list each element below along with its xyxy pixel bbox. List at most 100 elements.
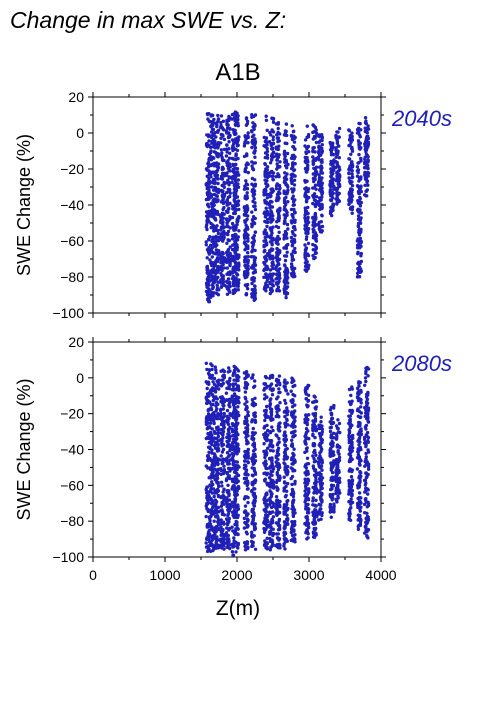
data-point — [206, 421, 210, 425]
data-point — [277, 429, 281, 433]
data-point — [235, 452, 239, 456]
data-point — [275, 410, 279, 414]
data-point — [251, 217, 255, 222]
data-point — [231, 458, 235, 462]
data-point — [252, 204, 256, 208]
data-point — [313, 399, 317, 404]
data-point — [312, 145, 316, 150]
data-point — [311, 227, 315, 231]
data-point — [331, 421, 336, 425]
data-point — [205, 223, 209, 227]
data-point — [219, 123, 223, 128]
data-point — [221, 436, 225, 440]
data-point — [224, 477, 229, 481]
data-point — [233, 228, 238, 232]
data-point — [319, 445, 323, 449]
data-point — [278, 421, 282, 425]
data-point — [214, 371, 218, 375]
data-point — [312, 179, 316, 184]
data-point — [244, 179, 248, 183]
data-point — [213, 532, 217, 536]
data-point — [331, 202, 335, 206]
point-column — [303, 124, 311, 273]
data-point — [231, 454, 235, 459]
data-point — [228, 448, 232, 453]
data-point — [253, 178, 257, 182]
data-point — [205, 536, 209, 540]
data-point — [216, 155, 220, 159]
data-point — [277, 527, 282, 532]
data-point — [350, 147, 354, 151]
data-point — [214, 193, 218, 198]
data-point — [265, 165, 270, 169]
data-point — [356, 214, 361, 218]
data-point — [347, 157, 352, 161]
data-point — [219, 530, 223, 534]
data-point — [207, 528, 211, 533]
data-point — [290, 400, 294, 405]
data-point — [292, 539, 296, 543]
data-point — [222, 532, 226, 537]
point-column — [334, 126, 342, 206]
data-point — [270, 248, 274, 252]
data-point — [226, 513, 230, 518]
period-label: 2080s — [391, 351, 452, 376]
data-point — [245, 183, 250, 187]
data-point — [305, 194, 309, 199]
data-point — [227, 238, 231, 243]
data-point — [328, 420, 332, 424]
data-point — [216, 113, 220, 118]
data-point — [311, 123, 315, 127]
data-point — [210, 185, 214, 189]
data-point — [268, 195, 272, 199]
data-point — [269, 272, 274, 277]
data-point — [337, 126, 342, 131]
data-point — [243, 386, 247, 390]
data-point — [358, 147, 362, 151]
data-point — [215, 256, 220, 260]
data-point — [225, 266, 229, 270]
data-point — [231, 163, 235, 168]
data-point — [264, 181, 268, 186]
data-point — [221, 158, 225, 163]
data-point — [359, 128, 363, 132]
data-point — [271, 171, 276, 175]
data-point — [304, 161, 308, 165]
data-point — [307, 263, 311, 267]
data-point — [291, 130, 296, 134]
data-point — [251, 541, 255, 545]
data-point — [331, 191, 335, 195]
data-point — [291, 434, 296, 439]
data-point — [227, 168, 231, 173]
data-point — [214, 135, 218, 139]
data-point — [246, 141, 250, 145]
data-point — [316, 199, 321, 204]
data-point — [212, 421, 216, 426]
data-point — [328, 179, 333, 184]
data-point — [224, 129, 229, 133]
data-point — [347, 202, 351, 206]
data-point — [274, 521, 278, 525]
data-point — [282, 221, 286, 226]
data-point — [350, 131, 354, 135]
data-point — [348, 181, 353, 185]
data-point — [264, 114, 268, 118]
data-point — [284, 295, 288, 300]
data-point — [234, 188, 239, 193]
data-point — [262, 442, 266, 446]
data-point — [284, 254, 289, 258]
data-point — [358, 122, 362, 126]
x-tick-label: 2000 — [221, 567, 252, 583]
data-point — [216, 198, 220, 202]
data-point — [264, 206, 268, 210]
data-point — [269, 209, 273, 213]
data-point — [228, 272, 232, 277]
data-point — [285, 151, 290, 156]
data-point — [227, 131, 231, 135]
data-point — [204, 240, 208, 244]
data-point — [270, 492, 274, 496]
data-point — [358, 204, 363, 208]
y-tick-label: −60 — [60, 233, 84, 249]
data-point — [228, 469, 232, 473]
data-point — [225, 398, 229, 402]
